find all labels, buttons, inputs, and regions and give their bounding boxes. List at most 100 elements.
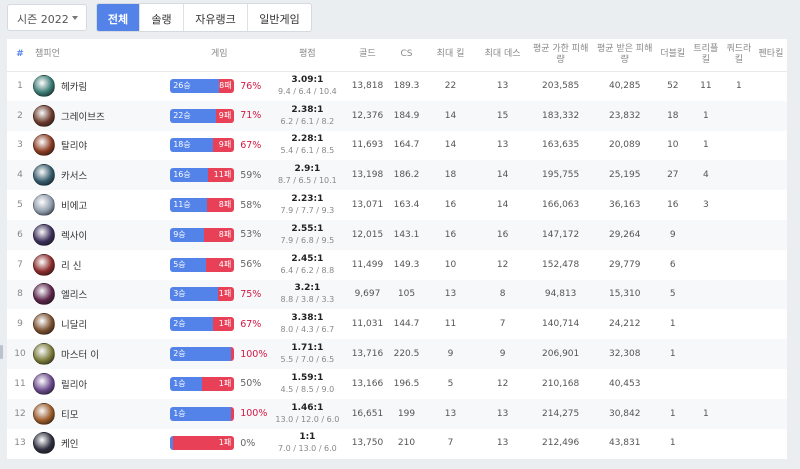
max-kill-cell: 11	[444, 319, 457, 330]
losses-segment: 8패	[207, 198, 235, 213]
games-info: 22승 9패 71%	[170, 108, 268, 123]
table-row[interactable]: 13 케인 1패 0% 1:1 7.0 / 13.0 / 6.0 13,750	[7, 429, 787, 459]
graves-portrait-icon[interactable]	[33, 104, 56, 127]
tab-normal[interactable]: 일반게임	[247, 4, 311, 31]
scrollbar[interactable]	[0, 345, 3, 359]
teemo-portrait-icon[interactable]	[33, 402, 56, 425]
quadra-kill-cell	[722, 100, 755, 131]
header-cs[interactable]: CS	[388, 39, 425, 72]
kda-detail: 13.0 / 12.0 / 6.0	[275, 414, 340, 424]
triple-kill-cell	[688, 339, 723, 369]
table-row[interactable]: 1 헤카림 26승 8패 76% 3.09:1 9.4 / 6.4 / 10.4…	[7, 71, 787, 101]
champion-name[interactable]: 케인	[61, 439, 79, 451]
table-row[interactable]: 4 카서스 16승 11패 59% 2.9:1 8.7 / 6.5 / 10.1…	[7, 160, 787, 191]
tab-solo[interactable]: 솔랭	[139, 4, 183, 31]
season-select[interactable]: 시즌 2022	[7, 4, 87, 31]
champion-name[interactable]: 비에고	[61, 201, 88, 213]
table-row[interactable]: 9 니달리 2승 1패 67% 3.38:1 8.0 / 4.3 / 6.7 1…	[7, 309, 787, 339]
kassadin-portrait-icon[interactable]	[33, 164, 56, 187]
table-row[interactable]: 12 티모 1승 100% 1.46:1 13.0 / 12.0 / 6.0 1…	[7, 398, 787, 429]
table-row[interactable]: 7 리 신 5승 4패 56% 2.45:1 6.4 / 6.2 / 8.8 1…	[7, 250, 787, 280]
header-quadra-kill[interactable]: 쿼드라킬	[722, 39, 755, 72]
quadra-kill-cell	[722, 219, 755, 250]
nidalee-portrait-icon[interactable]	[33, 313, 56, 336]
quadra-kill-cell	[723, 429, 755, 459]
champion-info: 리 신	[33, 253, 170, 276]
header-triple-kill[interactable]: 트리플킬	[688, 39, 723, 72]
champion-name[interactable]: 리 신	[61, 260, 82, 272]
table-row[interactable]: 10 마스터 이 2승 100% 1.71:1 5.5 / 7.0 / 6.5 …	[7, 339, 787, 369]
max-kill-cell: 14	[444, 140, 457, 151]
leesin-portrait-icon[interactable]	[33, 253, 56, 276]
max-death-cell: 8	[476, 279, 529, 310]
triple-kill-cell	[688, 279, 723, 310]
rank-number: 13	[14, 438, 26, 449]
table-row[interactable]: 3 탈리야 18승 9패 67% 2.28:1 5.4 / 6.1 / 8.5 …	[7, 131, 787, 161]
header-max-death[interactable]: 최대 데스	[476, 39, 529, 72]
viego-portrait-icon[interactable]	[33, 194, 56, 217]
header-double-kill[interactable]: 더블킬	[656, 39, 689, 72]
header-champion[interactable]: 챔피언	[33, 39, 171, 72]
double-kill-cell: 1	[656, 339, 689, 369]
triple-kill-cell	[688, 219, 723, 250]
table-row[interactable]: 5 비에고 11승 8패 58% 2.23:1 7.9 / 7.7 / 9.3 …	[7, 190, 787, 220]
champion-name[interactable]: 헤카림	[61, 82, 88, 94]
table-row[interactable]: 6 렉사이 9승 8패 53% 2.55:1 7.9 / 6.8 / 9.5 1…	[7, 219, 787, 250]
damage-dealt-cell: 203,585	[542, 81, 580, 92]
champion-name[interactable]: 그레이브즈	[61, 111, 105, 123]
header-damage-dealt[interactable]: 평균 가한 피해량	[528, 39, 593, 72]
gold-cell: 9,697	[346, 279, 389, 310]
wins-segment: 22승	[170, 108, 216, 123]
champion-name[interactable]: 엘리스	[61, 290, 88, 302]
rengar-portrait-icon[interactable]	[33, 223, 56, 246]
champion-name[interactable]: 탈리야	[61, 141, 88, 153]
champion-name[interactable]: 카서스	[61, 171, 88, 183]
hecarim-portrait-icon[interactable]	[33, 75, 56, 98]
kayn-portrait-icon[interactable]	[33, 432, 56, 455]
lillia-portrait-icon[interactable]	[33, 372, 56, 395]
masteryi-portrait-icon[interactable]	[33, 343, 56, 366]
triple-kill-cell: 1	[688, 398, 723, 429]
header-games[interactable]: 게임	[170, 39, 269, 72]
triple-kill-cell	[689, 429, 723, 459]
table-row[interactable]: 8 엘리스 3승 1패 75% 3.2:1 8.8 / 3.8 / 3.3 9,…	[7, 279, 787, 310]
champion-name[interactable]: 니달리	[61, 320, 88, 332]
taliyah-portrait-icon[interactable]	[33, 134, 56, 157]
wins-segment: 16승	[170, 168, 209, 183]
table-row[interactable]: 11 릴리아 1승 1패 50% 1.59:1 4.5 / 8.5 / 9.0 …	[7, 369, 787, 399]
double-kill-cell: 9	[656, 219, 689, 250]
champion-name[interactable]: 렉사이	[61, 230, 88, 242]
games-cell: 1승 1패 50%	[170, 369, 268, 399]
header-damage-taken[interactable]: 평균 받은 피해량	[592, 39, 657, 72]
header-kda[interactable]: 평점	[268, 39, 347, 72]
winloss-bar: 3승 1패	[170, 287, 235, 302]
kda-info: 3.38:1 8.0 / 4.3 / 6.7	[268, 313, 346, 335]
header-gold[interactable]: 골드	[346, 39, 389, 72]
header-penta-kill[interactable]: 펜타킬	[754, 39, 787, 72]
tab-flex[interactable]: 자유랭크	[183, 4, 247, 31]
champion-name[interactable]: 마스터 이	[61, 350, 100, 362]
damage-taken-cell: 20,089	[608, 140, 641, 151]
damage-dealt-cell: 166,063	[542, 200, 580, 211]
games-cell: 3승 1패 75%	[170, 279, 269, 310]
games-cell: 2승 1패 67%	[170, 309, 268, 339]
elise-portrait-icon[interactable]	[33, 283, 56, 306]
tab-all[interactable]: 전체	[97, 4, 139, 31]
kda-ratio: 1.71:1	[291, 343, 324, 354]
header-max-kill[interactable]: 최대 킬	[424, 39, 477, 72]
games-info: 3승 1패 75%	[170, 287, 268, 302]
kda-detail: 6.2 / 6.1 / 8.2	[280, 116, 335, 126]
champion-info: 릴리아	[33, 372, 170, 395]
kda-cell: 3.09:1 9.4 / 6.4 / 10.4	[268, 71, 346, 101]
champion-name[interactable]: 릴리아	[61, 379, 88, 391]
gold-cell: 13,198	[346, 160, 389, 191]
damage-dealt-cell: 147,172	[528, 219, 593, 250]
double-kill-cell: 5	[656, 279, 689, 310]
losses-segment: 1패	[202, 376, 235, 391]
losses-segment: 1패	[212, 317, 235, 332]
champion-cell: 니달리	[33, 309, 170, 339]
table-row[interactable]: 2 그레이브즈 22승 9패 71% 2.38:1 6.2 / 6.1 / 8.…	[7, 100, 787, 131]
header-rank[interactable]: #	[7, 39, 34, 72]
winrate-text: 67%	[240, 318, 262, 330]
champion-name[interactable]: 티모	[61, 409, 79, 421]
